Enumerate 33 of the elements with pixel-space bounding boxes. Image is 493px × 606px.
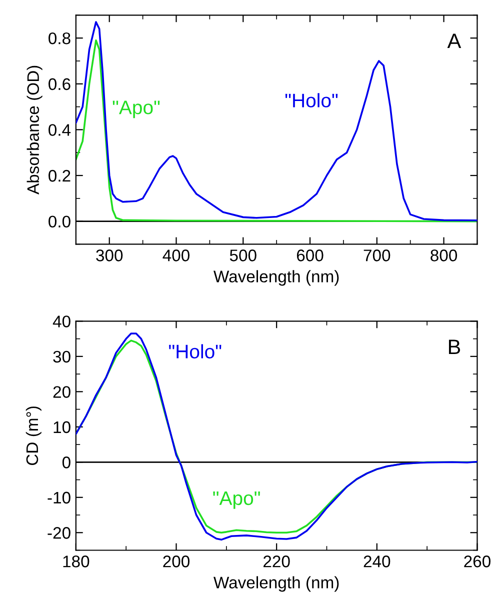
x-tick-label: 800 <box>430 250 458 262</box>
y-axis-title: Absorbance (OD) <box>26 66 42 194</box>
series-label: "Apo" <box>112 100 160 118</box>
series-label: "Apo" <box>213 492 260 509</box>
y-tick-label: 10 <box>54 421 70 434</box>
x-tick-label: 400 <box>162 250 190 262</box>
y-tick-label: 0 <box>62 456 70 468</box>
annotation: A <box>447 34 462 48</box>
y-tick-label: 0.6 <box>48 78 70 90</box>
series-label: "Holo" <box>285 93 338 108</box>
x-tick-label: 220 <box>264 556 290 568</box>
series-label: "Holo" <box>169 344 222 358</box>
x-axis-title: Wavelength (nm) <box>214 576 339 592</box>
x-tick-label: 240 <box>364 556 390 568</box>
y-tick-label: -20 <box>48 527 70 539</box>
y-tick-label: 20 <box>53 386 70 398</box>
x-tick-label: 500 <box>230 250 256 262</box>
y-tick-label: 30 <box>53 350 70 363</box>
x-tick-label: 700 <box>364 250 390 262</box>
x-tick-label: 180 <box>63 556 90 568</box>
y-tick-label: -10 <box>48 492 70 504</box>
x-tick-label: 200 <box>163 556 190 568</box>
x-axis-title: Wavelength (nm) <box>214 270 339 286</box>
x-tick-label: 260 <box>464 556 490 568</box>
x-tick-label: 600 <box>296 250 324 262</box>
x-tick-label: 300 <box>96 250 123 262</box>
y-axis-title: CD (m°) <box>26 406 42 466</box>
y-tick-label: 0.0 <box>48 216 70 228</box>
y-tick-label: 0.4 <box>48 124 71 136</box>
annotation: B <box>448 340 460 354</box>
y-tick-label: 40 <box>52 316 70 328</box>
y-tick-label: 0.2 <box>48 170 70 182</box>
y-tick-label: 0.8 <box>48 32 70 44</box>
